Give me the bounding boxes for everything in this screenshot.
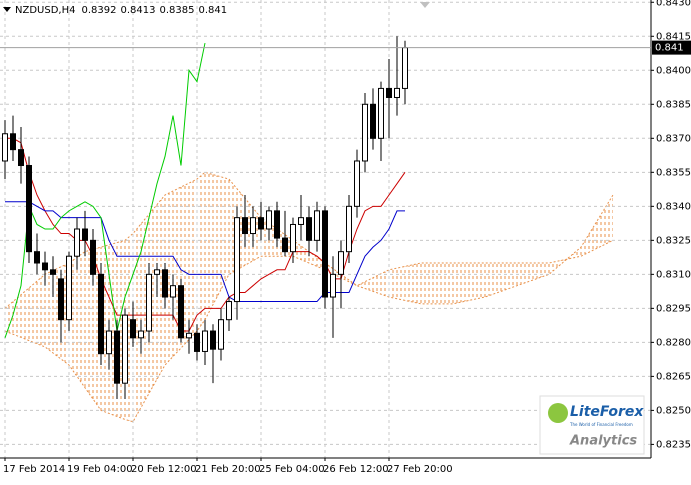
candle-body [42, 262, 48, 271]
candle-body [250, 217, 256, 235]
candle-body [386, 87, 392, 98]
logo-tagline: The World of Financial Freedom [569, 422, 633, 427]
candle-body [346, 205, 352, 253]
y-tick-label: 0.8295 [656, 303, 691, 314]
cloud-fill [5, 172, 613, 422]
candle-body [402, 47, 408, 89]
y-tick-label: 0.8250 [656, 405, 691, 416]
candle-body [234, 217, 240, 303]
y-tick-label: 0.8415 [656, 31, 691, 42]
price-box [652, 40, 691, 55]
candle-body [58, 278, 64, 321]
candle-body [290, 223, 296, 253]
chart-header: NZDUSD,H4 0.8392 0.8413 0.8385 0.841 [15, 5, 227, 16]
logo-product: Analytics [569, 434, 637, 449]
candle-body [26, 165, 32, 253]
candle-body [210, 330, 216, 350]
candle-body [130, 319, 136, 339]
x-tick-label: 17 Feb 2014 [3, 464, 65, 475]
candle-body [18, 149, 24, 167]
candle-body [202, 330, 208, 352]
x-tick-label: 27 Feb 20:00 [387, 464, 453, 475]
candle-body [362, 103, 368, 162]
symbol: NZDUSD,H4 [15, 5, 75, 16]
candle-body [2, 133, 8, 162]
candle-body [114, 330, 120, 384]
price-label: 0.841 [655, 43, 684, 54]
menu-triangle [3, 7, 11, 12]
candle-body [178, 285, 184, 339]
candle-body [34, 251, 40, 264]
y-tick-label: 0.8340 [656, 201, 691, 212]
candle-body [274, 210, 280, 239]
candle-body [74, 228, 80, 257]
candle-body [162, 269, 168, 298]
indicator-line [5, 201, 405, 303]
indicator-line [5, 137, 406, 332]
x-tick-label: 21 Feb 20:00 [195, 464, 261, 475]
y-tick-label: 0.8370 [656, 133, 691, 144]
candle-body [90, 239, 96, 275]
y-tick-label: 0.8355 [656, 167, 691, 178]
logo-brand: LiteForex [570, 404, 644, 420]
candle-body [66, 255, 72, 321]
y-tick-label: 0.8325 [656, 235, 691, 246]
y-tick-label: 0.8265 [656, 371, 691, 382]
candle-body [394, 87, 400, 98]
candle-body [122, 314, 128, 384]
candle-body [170, 285, 176, 298]
shift-marker [420, 2, 430, 8]
candle-body [378, 87, 384, 139]
candle-body [338, 251, 344, 275]
y-tick-label: 0.8385 [656, 99, 691, 110]
candle-body [242, 217, 248, 235]
candle-body [354, 160, 360, 207]
y-tick-label: 0.8235 [656, 439, 691, 450]
candle-body [306, 217, 312, 241]
candle-body [138, 330, 144, 339]
x-tick-label: 20 Feb 12:00 [131, 464, 197, 475]
candle-body [194, 332, 200, 352]
x-tick-label: 26 Feb 12:00 [323, 464, 389, 475]
indicator-line [4, 42, 206, 338]
candle-body [154, 269, 160, 275]
header-low: 0.8385 [159, 5, 194, 16]
logo-icon [548, 403, 568, 423]
header-high: 0.8413 [120, 5, 155, 16]
y-tick-label: 0.8400 [656, 65, 691, 76]
candle-body [218, 319, 224, 350]
x-tick-label: 25 Feb 04:00 [259, 464, 325, 475]
candle-body [226, 301, 232, 321]
candle-body [298, 217, 304, 225]
cloud-span [4, 239, 614, 423]
candle-body [314, 210, 320, 241]
y-tick-label: 0.8430 [656, 0, 691, 8]
candle-body [330, 273, 336, 298]
y-tick-label: 0.8310 [656, 269, 691, 280]
candle-body [146, 273, 152, 332]
candle-body [106, 330, 112, 355]
x-tick-label: 19 Feb 04:00 [67, 464, 133, 475]
candle-body [322, 210, 328, 298]
candle-body [266, 210, 272, 230]
header-open: 0.8392 [81, 5, 116, 16]
candle-body [50, 269, 56, 275]
header-close: 0.841 [198, 5, 227, 16]
candle-body [186, 332, 192, 339]
y-tick-label: 0.8280 [656, 337, 691, 348]
candle-body [98, 273, 104, 355]
candle-body [258, 217, 264, 230]
candle-body [82, 228, 88, 241]
candle-body [370, 103, 376, 139]
candle-body [282, 237, 288, 253]
logo: LiteForex The World of Financial Freedom… [539, 395, 645, 455]
candle-body [10, 133, 16, 151]
